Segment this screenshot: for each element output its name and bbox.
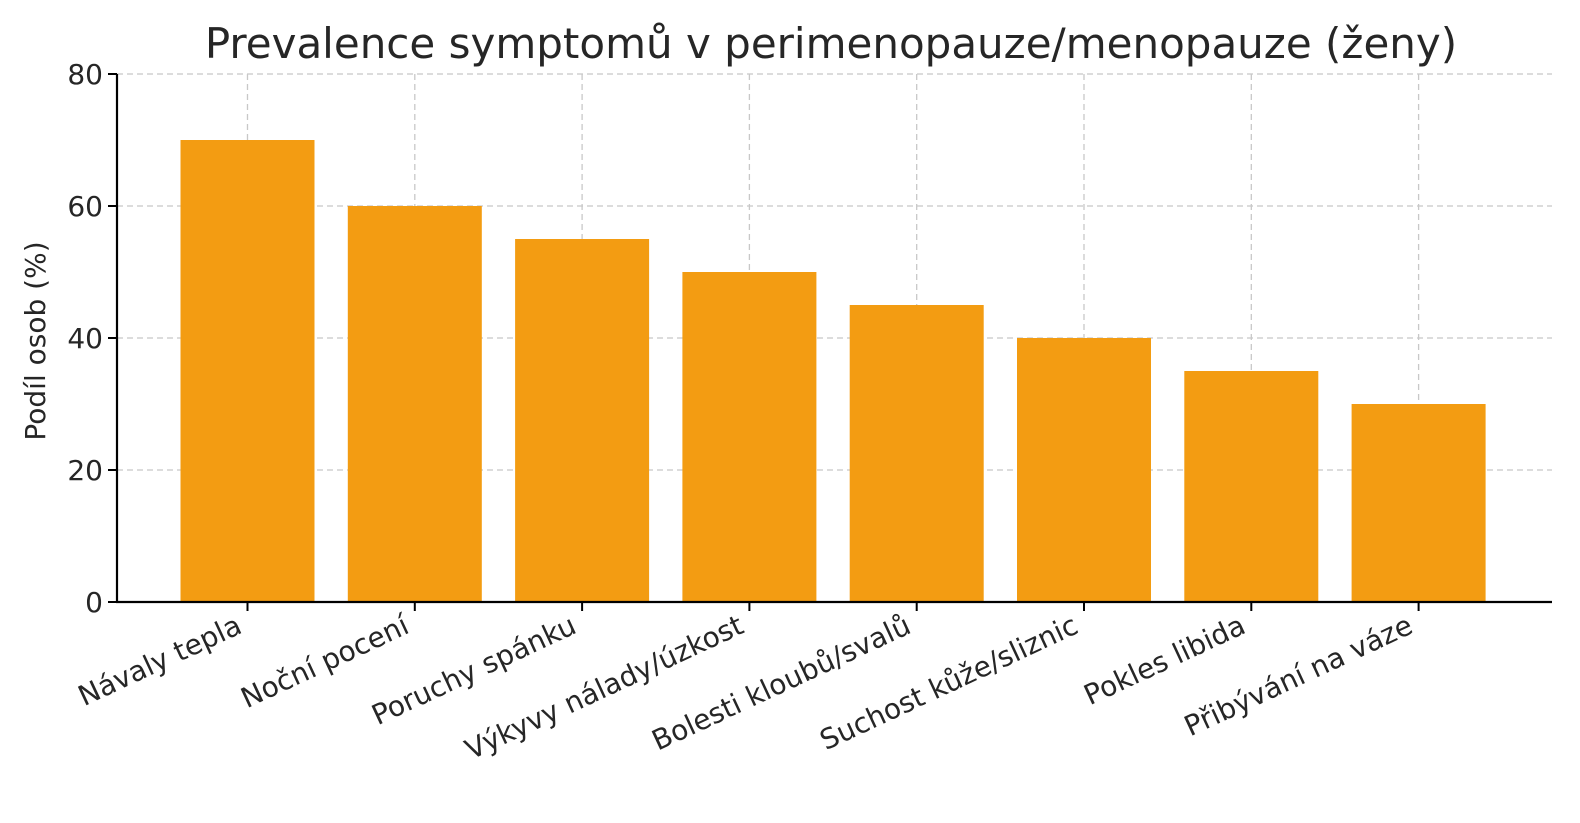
x-tick-label: Výkyvy nálady/úzkost <box>460 608 748 766</box>
chart-title: Prevalence symptomů v perimenopauze/meno… <box>205 19 1457 68</box>
y-axis-label: Podíl osob (%) <box>19 241 52 440</box>
y-tick-label: 20 <box>67 454 103 487</box>
y-tick-label: 60 <box>67 190 103 223</box>
bar <box>515 239 650 602</box>
y-tick-label: 40 <box>67 322 103 355</box>
y-axis-ticks: 0 20 40 60 80 <box>67 58 117 619</box>
bar <box>180 140 315 602</box>
bar <box>1184 371 1319 602</box>
bar <box>1351 404 1486 602</box>
bars <box>180 140 1486 602</box>
bar <box>1017 338 1151 602</box>
y-tick-label: 80 <box>67 58 103 91</box>
bar <box>347 206 482 602</box>
bar <box>849 305 984 602</box>
x-tick-label: Návaly tepla <box>73 608 246 712</box>
gridlines <box>117 73 1552 602</box>
bar <box>682 272 817 602</box>
y-tick-label: 0 <box>85 586 103 619</box>
